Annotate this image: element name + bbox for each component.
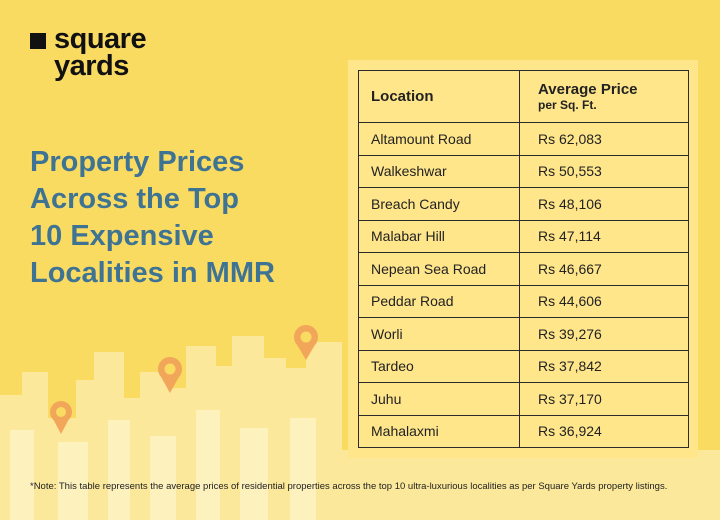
title-line: Across the Top (30, 183, 239, 215)
table-header-row: Location Average Price per Sq. Ft. (358, 70, 689, 123)
price-cell: Rs 47,114 (519, 219, 689, 253)
price-cell: Rs 46,667 (519, 252, 689, 286)
price-cell: Rs 62,083 (519, 122, 689, 156)
location-column-header: Location (358, 70, 520, 123)
location-cell: Worli (358, 317, 520, 351)
location-cell: Altamount Road (358, 122, 520, 156)
location-pin-icon (50, 401, 72, 434)
price-cell: Rs 37,842 (519, 349, 689, 383)
location-pin-icon (158, 357, 182, 393)
price-column-header: Average Price per Sq. Ft. (519, 70, 689, 123)
table-row: Tardeo Rs 37,842 (358, 349, 689, 383)
location-cell: Malabar Hill (358, 219, 520, 253)
price-cell: Rs 37,170 (519, 382, 689, 416)
page-title: Property Prices Across the Top 10 Expens… (30, 144, 330, 292)
price-cell: Rs 50,553 (519, 154, 689, 188)
title-line: Localities in MMR (30, 257, 275, 289)
table-row: Mahalaxmi Rs 36,924 (358, 414, 689, 448)
price-cell: Rs 44,606 (519, 284, 689, 318)
table-row: Malabar Hill Rs 47,114 (358, 219, 689, 253)
location-pin-icon (294, 325, 318, 360)
table-row: Worli Rs 39,276 (358, 317, 689, 351)
table-row: Breach Candy Rs 48,106 (358, 187, 689, 221)
table-row: Juhu Rs 37,170 (358, 382, 689, 416)
footnote: *Note: This table represents the average… (30, 481, 668, 492)
location-cell: Nepean Sea Road (358, 252, 520, 286)
price-cell: Rs 39,276 (519, 317, 689, 351)
location-cell: Tardeo (358, 349, 520, 383)
price-cell: Rs 36,924 (519, 414, 689, 448)
location-cell: Walkeshwar (358, 154, 520, 188)
location-cell: Juhu (358, 382, 520, 416)
price-table: Location Average Price per Sq. Ft. Altam… (358, 70, 689, 448)
table-row: Altamount Road Rs 62,083 (358, 122, 689, 156)
price-cell: Rs 48,106 (519, 187, 689, 221)
title-line: Property Prices (30, 146, 245, 178)
logo-text-line1: square (54, 23, 147, 55)
price-table-panel: Location Average Price per Sq. Ft. Altam… (348, 60, 698, 458)
logo-square-icon (30, 33, 46, 49)
table-row: Walkeshwar Rs 50,553 (358, 154, 689, 188)
table-row: Peddar Road Rs 44,606 (358, 284, 689, 318)
price-header-main: Average Price (538, 81, 638, 98)
price-header-sub: per Sq. Ft. (538, 98, 597, 112)
location-cell: Mahalaxmi (358, 414, 520, 448)
table-row: Nepean Sea Road Rs 46,667 (358, 252, 689, 286)
logo-text-line2: yards (54, 50, 129, 82)
location-cell: Peddar Road (358, 284, 520, 318)
title-line: 10 Expensive (30, 220, 214, 252)
location-cell: Breach Candy (358, 187, 520, 221)
